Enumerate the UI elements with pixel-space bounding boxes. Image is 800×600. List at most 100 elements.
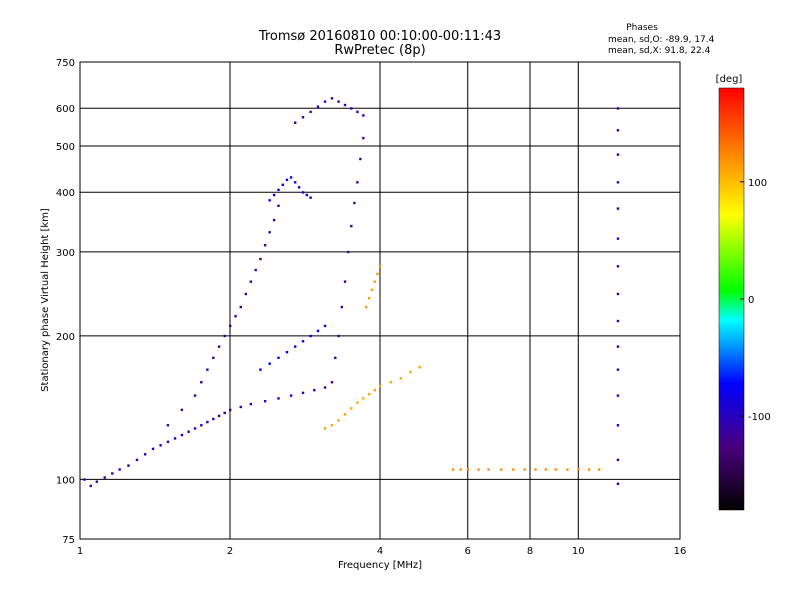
data-point-0-18: [212, 417, 215, 421]
data-point-6-9: [379, 384, 382, 388]
data-point-0-26: [289, 394, 293, 397]
data-point-0-22: [239, 405, 242, 409]
data-point-4-5: [346, 250, 350, 254]
data-point-5-4: [293, 345, 297, 348]
data-point-7-1: [367, 297, 371, 300]
data-point-9-6: [616, 319, 620, 323]
data-point-7-3: [373, 280, 376, 283]
phases-header: Phases: [626, 23, 658, 33]
data-point-4-9: [359, 157, 362, 161]
data-point-0-28: [313, 388, 316, 392]
data-point-1-9: [234, 315, 237, 318]
data-point-1-5: [212, 356, 215, 360]
plot-area: 1 2 4 6 8 10 16 75 100 200 300 400 500 600 750: [56, 58, 686, 557]
data-points: [83, 97, 620, 488]
data-point-4-3: [340, 305, 344, 309]
data-point-1-16: [268, 231, 271, 234]
data-point-8-7: [523, 468, 526, 471]
data-point-0-10: [159, 444, 162, 447]
data-point-4-0: [330, 381, 334, 384]
data-point-8-9: [544, 468, 548, 471]
data-point-7-0: [365, 305, 368, 309]
data-point-8-11: [566, 468, 569, 471]
data-point-7-2: [370, 288, 374, 291]
data-point-1-1: [180, 408, 184, 412]
phases-line-x: mean, sd,X: 91.8, 22.4: [608, 46, 711, 56]
data-point-5-1: [268, 362, 271, 365]
data-point-9-13: [616, 129, 620, 132]
data-point-6-3: [343, 413, 347, 416]
data-point-6-0: [323, 427, 327, 430]
data-point-4-1: [334, 356, 337, 360]
y-tick-label-5: 500: [56, 142, 75, 153]
data-point-9-9: [616, 237, 620, 240]
data-point-5-6: [309, 334, 312, 338]
data-point-1-6: [217, 345, 221, 348]
data-point-0-9: [151, 447, 155, 451]
data-point-0-7: [135, 458, 139, 462]
data-point-0-8: [143, 453, 147, 456]
data-point-1-2: [193, 394, 197, 397]
y-tick-label-7: 750: [56, 58, 75, 69]
data-point-8-3: [477, 468, 480, 471]
data-point-1-7: [223, 334, 226, 338]
data-point-8-14: [597, 468, 601, 471]
data-point-3-2: [309, 110, 312, 114]
y-tick-label-0: 75: [62, 535, 75, 546]
data-point-3-7: [343, 103, 347, 107]
x-tick-label-1: 2: [227, 546, 233, 557]
data-point-7-5: [379, 265, 382, 268]
data-point-8-13: [587, 468, 591, 471]
data-point-0-25: [277, 397, 280, 400]
y-tick-label-2: 200: [56, 332, 75, 343]
y-tick-label-6: 600: [56, 104, 75, 115]
data-point-2-7: [297, 186, 301, 189]
data-point-5-3: [285, 350, 289, 354]
data-point-2-3: [281, 183, 284, 186]
data-point-8-8: [534, 468, 537, 471]
data-point-3-5: [330, 97, 334, 100]
data-point-0-27: [301, 391, 305, 395]
data-point-9-1: [616, 458, 620, 462]
data-point-9-11: [616, 181, 620, 184]
data-point-9-14: [616, 107, 620, 110]
chart-title: Tromsø 20160810 00:10:00-00:11:43: [258, 29, 501, 44]
data-point-1-8: [229, 324, 232, 328]
y-tick-label-4: 400: [56, 188, 75, 199]
data-point-4-2: [337, 334, 340, 338]
data-point-1-11: [244, 292, 248, 296]
data-point-2-10: [309, 196, 312, 199]
data-point-4-10: [362, 136, 365, 140]
y-tick-label-1: 100: [56, 475, 75, 486]
data-point-2-2: [277, 188, 280, 192]
data-point-0-11: [166, 440, 170, 444]
data-point-8-0: [451, 468, 455, 471]
data-point-3-1: [301, 116, 305, 119]
data-point-6-12: [409, 370, 412, 374]
data-point-3-6: [337, 100, 340, 103]
data-point-4-8: [356, 181, 359, 184]
data-point-9-10: [616, 207, 620, 210]
data-point-1-10: [239, 305, 242, 309]
colorbar-label: [deg]: [716, 74, 743, 85]
x-tick-label-0: 1: [77, 546, 83, 557]
data-point-9-7: [616, 292, 620, 296]
data-point-6-11: [399, 377, 403, 380]
data-point-8-1: [459, 468, 462, 471]
data-point-0-21: [229, 408, 232, 412]
data-point-1-4: [206, 368, 209, 371]
data-point-1-3: [200, 381, 203, 384]
data-point-0-2: [95, 480, 99, 483]
data-point-8-2: [466, 468, 470, 471]
data-point-6-10: [389, 381, 392, 384]
x-tick-label-2: 4: [377, 546, 383, 557]
x-tick-label-5: 10: [572, 546, 585, 557]
data-point-6-6: [362, 397, 365, 400]
data-point-5-2: [277, 356, 280, 360]
data-point-3-9: [356, 110, 359, 114]
data-point-9-4: [616, 368, 620, 371]
data-point-9-12: [616, 153, 620, 156]
data-point-8-6: [512, 468, 515, 471]
tick-marks: 1 2 4 6 8 10 16 75 100 200 300 400 500 600 750: [56, 58, 686, 557]
colorbar-ticks: 100 0 -100: [740, 178, 771, 423]
